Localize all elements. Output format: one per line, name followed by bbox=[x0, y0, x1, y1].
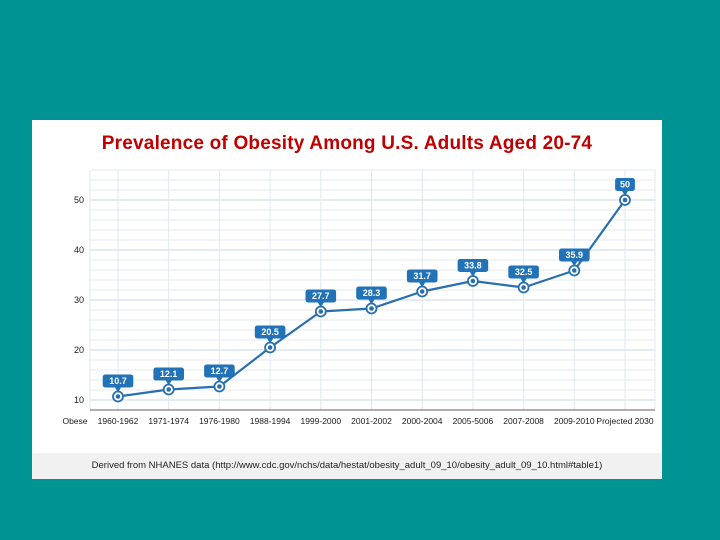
svg-text:Projected 2030: Projected 2030 bbox=[596, 416, 653, 426]
data-label-callout: 12.7 bbox=[204, 364, 235, 383]
x-axis-labels: Obese 1960-1962 1971-1974 1976-1980 1988-199… bbox=[62, 416, 653, 426]
svg-text:1976-1980: 1976-1980 bbox=[199, 416, 240, 426]
data-label-callout: 33.8 bbox=[457, 259, 489, 277]
svg-text:2000-2004: 2000-2004 bbox=[402, 416, 443, 426]
svg-text:50: 50 bbox=[620, 180, 630, 190]
svg-text:2001-2002: 2001-2002 bbox=[351, 416, 392, 426]
svg-text:20.5: 20.5 bbox=[261, 327, 279, 337]
data-label-callout: 20.5 bbox=[254, 325, 286, 344]
svg-text:27.7: 27.7 bbox=[312, 291, 330, 301]
svg-text:1999-2000: 1999-2000 bbox=[300, 416, 341, 426]
svg-text:1988-1994: 1988-1994 bbox=[250, 416, 291, 426]
data-label-callout: 28.3 bbox=[356, 286, 387, 305]
svg-text:2009-2010: 2009-2010 bbox=[554, 416, 595, 426]
svg-text:2007-2008: 2007-2008 bbox=[503, 416, 544, 426]
svg-text:12.1: 12.1 bbox=[160, 369, 178, 379]
obesity-line-chart: 10 20 30 40 50 Obese 1960-1962 1971-1974 1976-19… bbox=[62, 169, 656, 426]
svg-text:20: 20 bbox=[74, 345, 84, 355]
svg-text:Obese: Obese bbox=[62, 416, 87, 426]
data-label-callout: 31.7 bbox=[406, 269, 438, 288]
y-axis-labels: 10 20 30 40 50 bbox=[74, 195, 84, 405]
svg-text:1971-1974: 1971-1974 bbox=[148, 416, 189, 426]
data-label-callout: 35.9 bbox=[559, 248, 590, 267]
svg-text:35.9: 35.9 bbox=[566, 250, 584, 260]
svg-text:28.3: 28.3 bbox=[363, 288, 381, 298]
source-footnote: Derived from NHANES data (http://www.cdc… bbox=[32, 453, 662, 479]
svg-text:1960-1962: 1960-1962 bbox=[98, 416, 139, 426]
svg-text:40: 40 bbox=[74, 245, 84, 255]
data-label-callout: 10.7 bbox=[102, 374, 134, 393]
data-point-markers bbox=[112, 194, 631, 403]
svg-text:10: 10 bbox=[74, 395, 84, 405]
svg-text:50: 50 bbox=[74, 195, 84, 205]
data-label-callouts: 10.7 12.1 12.7 20.5 27.7 28.3 31.7 33.8 32.5 35.9… bbox=[102, 178, 635, 393]
svg-text:30: 30 bbox=[74, 295, 84, 305]
data-label-callout: 50 bbox=[615, 178, 635, 196]
svg-text:2005-5006: 2005-5006 bbox=[453, 416, 494, 426]
chart-title: Prevalence of Obesity Among U.S. Adults … bbox=[101, 133, 593, 154]
data-label-callout: 27.7 bbox=[305, 289, 337, 308]
svg-text:32.5: 32.5 bbox=[515, 267, 533, 277]
svg-text:10.7: 10.7 bbox=[109, 376, 127, 386]
data-label-callout: 32.5 bbox=[508, 265, 539, 284]
svg-text:31.7: 31.7 bbox=[413, 271, 431, 281]
chart-panel: 10 20 30 40 50 Obese 1960-1962 1971-1974 1976-19… bbox=[32, 120, 662, 479]
data-label-callout: 12.1 bbox=[153, 367, 184, 386]
svg-text:12.7: 12.7 bbox=[211, 366, 229, 376]
svg-text:33.8: 33.8 bbox=[464, 261, 482, 271]
gridlines bbox=[89, 169, 656, 411]
